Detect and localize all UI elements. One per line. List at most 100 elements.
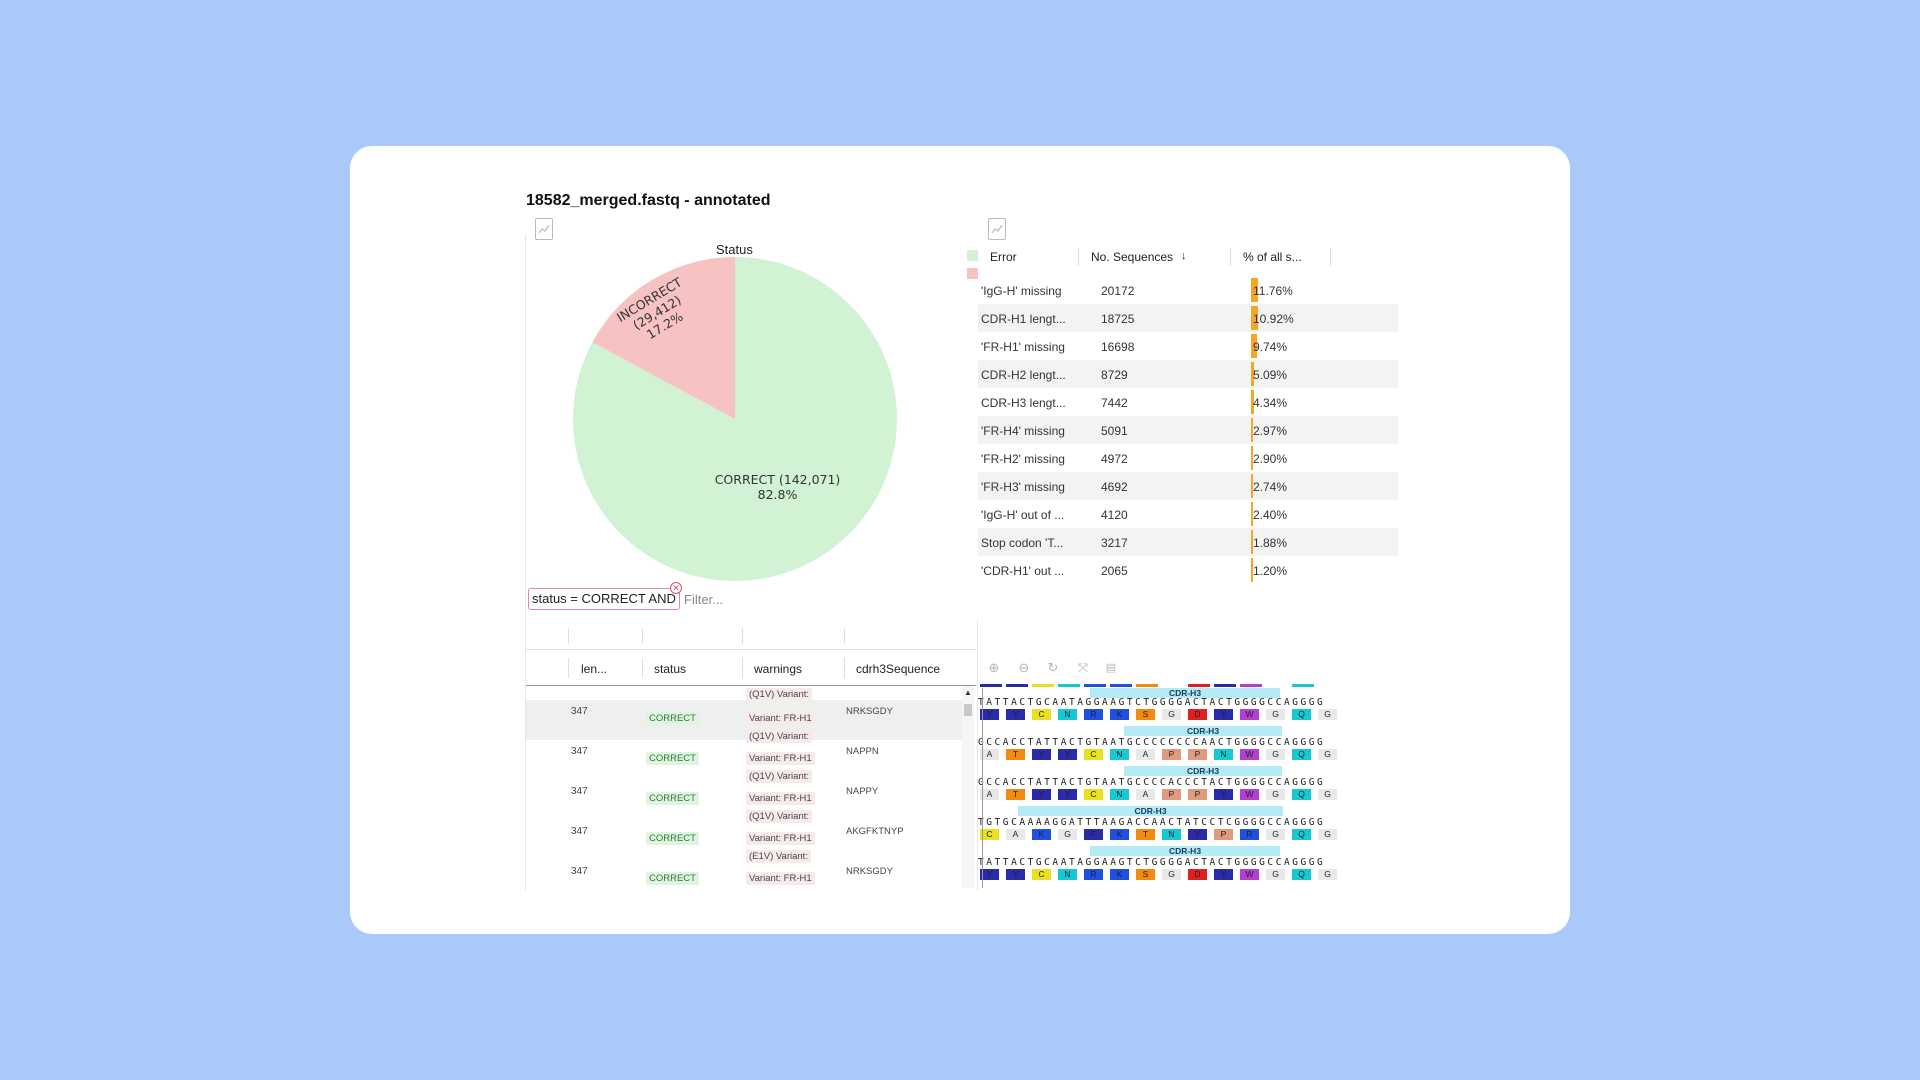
amino-acid: Y bbox=[1058, 749, 1077, 760]
header-status[interactable]: status bbox=[654, 662, 687, 676]
error-row[interactable]: 'FR-H1' missing 16698 9.74% bbox=[978, 332, 1398, 360]
error-row[interactable]: CDR-H3 lengt... 7442 4.34% bbox=[978, 388, 1398, 416]
header-error[interactable]: Error bbox=[990, 250, 1017, 264]
error-row[interactable]: 'FR-H3' missing 4692 2.74% bbox=[978, 472, 1398, 500]
alignment-row[interactable]: CDR-H3 TGTGCAAAAGGATTTAAGACCAACTATCCTCGGG… bbox=[978, 806, 1398, 846]
amino-acid: N bbox=[1214, 749, 1233, 760]
error-percent-cell: 10.92% bbox=[1251, 306, 1341, 330]
error-percent: 4.34% bbox=[1253, 396, 1288, 410]
table-export-icon[interactable] bbox=[988, 218, 1006, 240]
amino-acid: K bbox=[1110, 709, 1129, 720]
error-name: 'FR-H2' missing bbox=[981, 452, 1065, 466]
aa-strip bbox=[1084, 684, 1106, 687]
error-percent: 9.74% bbox=[1253, 340, 1288, 354]
aa-strip bbox=[1266, 684, 1288, 687]
aa-strip bbox=[1110, 684, 1132, 687]
remove-filter-icon[interactable]: ✕ bbox=[670, 582, 682, 594]
amino-acid: R bbox=[1084, 709, 1103, 720]
alignment-viewer[interactable]: ⊕ ⊖ ↻ ⤧ ▤ CDR-H3 TATTACTGCAATAGGAAGTCTGGG… bbox=[978, 656, 1398, 888]
warning-chip: (Q1V) Variant: bbox=[746, 770, 813, 783]
error-row[interactable]: CDR-H2 lengt... 8729 5.09% bbox=[978, 360, 1398, 388]
error-row[interactable]: CDR-H1 lengt... 18725 10.92% bbox=[978, 304, 1398, 332]
amino-acid: R bbox=[1084, 869, 1103, 880]
amino-acid: K bbox=[1110, 829, 1129, 840]
sort-desc-icon[interactable]: ↓ bbox=[1181, 250, 1187, 262]
status-pie-chart[interactable] bbox=[570, 254, 900, 584]
table-row[interactable]: 347 CORRECT Variant: FR-H1 (Q1V) Variant: NA… bbox=[526, 780, 962, 823]
error-count: 8729 bbox=[1101, 368, 1128, 382]
cell-cdrh3: NRKSGDY bbox=[846, 706, 893, 717]
alignment-row[interactable]: CDR-H3 GCCACCTATTACTGTAATGCCCCCCCCAACTGGG… bbox=[978, 726, 1398, 766]
error-row[interactable]: 'IgG-H' missing 20172 11.76% bbox=[978, 276, 1398, 304]
amino-acid: D bbox=[1188, 709, 1207, 720]
error-name: CDR-H3 lengt... bbox=[981, 396, 1066, 410]
error-row[interactable]: 'FR-H4' missing 5091 2.97% bbox=[978, 416, 1398, 444]
amino-acid: N bbox=[1162, 829, 1181, 840]
status-badge: CORRECT bbox=[646, 832, 699, 845]
amino-acid: G bbox=[1058, 829, 1077, 840]
alignment-row[interactable]: CDR-H3 TATTACTGCAATAGGAAGTCTGGGGACTACTGGG… bbox=[978, 684, 1398, 726]
amino-acid: Q bbox=[1292, 869, 1311, 880]
alignment-row[interactable]: CDR-H3 TATTACTGCAATAGGAAGTCTGGGGACTACTGGG… bbox=[978, 846, 1398, 886]
alignment-row[interactable]: CDR-H3 GCCACCTATTACTGTAATGCCCCACCCTACTGGG… bbox=[978, 766, 1398, 806]
amino-acid: A bbox=[980, 789, 999, 800]
amino-acid: T bbox=[1006, 789, 1025, 800]
amino-acid: F bbox=[1084, 829, 1103, 840]
nucleotide-sequence: TATTACTGCAATAGGAAGTCTGGGGACTACTGGGGCCAGG… bbox=[978, 697, 1326, 708]
error-percent-bar bbox=[1251, 390, 1254, 414]
zoom-in-icon[interactable]: ⊕ bbox=[988, 660, 1000, 675]
table-scrollbar[interactable]: ▲ bbox=[962, 686, 974, 888]
error-count: 20172 bbox=[1101, 284, 1135, 298]
amino-acid: T bbox=[1136, 829, 1155, 840]
alignment-cursor bbox=[982, 688, 983, 888]
amino-acid: P bbox=[1162, 749, 1181, 760]
scroll-up-icon[interactable]: ▲ bbox=[964, 688, 972, 697]
error-percent-cell: 4.34% bbox=[1251, 390, 1341, 414]
error-percent: 11.76% bbox=[1253, 284, 1293, 298]
zoom-out-icon[interactable]: ⊖ bbox=[1018, 660, 1030, 675]
error-name: CDR-H2 lengt... bbox=[981, 368, 1066, 382]
header-warnings[interactable]: warnings bbox=[754, 662, 803, 676]
error-row[interactable]: 'FR-H2' missing 4972 2.90% bbox=[978, 444, 1398, 472]
header-no-sequences[interactable]: No. Sequences bbox=[1091, 250, 1174, 264]
amino-acid: K bbox=[1032, 829, 1051, 840]
filter-input[interactable] bbox=[684, 588, 944, 610]
error-row[interactable]: 'CDR-H1' out ... 2065 1.20% bbox=[978, 556, 1398, 584]
error-percent: 2.97% bbox=[1253, 424, 1288, 438]
chart-export-icon[interactable] bbox=[535, 218, 553, 240]
aa-strip bbox=[1006, 684, 1028, 687]
aa-strip bbox=[1240, 684, 1262, 687]
export-icon[interactable]: ▤ bbox=[1105, 662, 1117, 674]
error-percent-bar bbox=[1251, 278, 1259, 302]
amino-acid: P bbox=[1188, 749, 1207, 760]
table-row[interactable]: 347 CORRECT Variant: FR-H1 (E1V) Variant: AK… bbox=[526, 820, 962, 863]
amino-acid: Y bbox=[1058, 789, 1077, 800]
error-percent-bar bbox=[1251, 530, 1253, 554]
fit-icon[interactable]: ⤧ bbox=[1077, 660, 1089, 675]
error-percent: 10.92% bbox=[1253, 312, 1294, 326]
warning-chip: (Q1V) Variant: bbox=[746, 688, 813, 701]
error-row[interactable]: 'IgG-H' out of ... 4120 2.40% bbox=[978, 500, 1398, 528]
header-cdrh3[interactable]: cdrh3Sequence bbox=[856, 662, 941, 676]
header-length[interactable]: len... bbox=[581, 662, 608, 676]
sequence-table-header: len... status warnings cdrh3Sequence bbox=[526, 650, 976, 686]
error-percent-bar bbox=[1251, 418, 1253, 442]
error-percent-bar bbox=[1251, 362, 1255, 386]
cdr-h3-tag: CDR-H3 bbox=[1090, 688, 1280, 698]
scroll-thumb[interactable] bbox=[964, 704, 972, 716]
table-row-partial[interactable]: (Q1V) Variant: bbox=[526, 686, 962, 701]
status-badge: CORRECT bbox=[646, 872, 699, 885]
error-percent-cell: 2.74% bbox=[1251, 474, 1341, 498]
amino-acid: S bbox=[1136, 709, 1155, 720]
amino-acid: N bbox=[1058, 709, 1077, 720]
filter-pill[interactable]: status = CORRECT AND bbox=[528, 588, 680, 610]
amino-acid: Q bbox=[1292, 829, 1311, 840]
amino-acid: N bbox=[1110, 749, 1129, 760]
header-percent[interactable]: % of all s... bbox=[1243, 250, 1302, 264]
error-row[interactable]: Stop codon 'T... 3217 1.88% bbox=[978, 528, 1398, 556]
reset-icon[interactable]: ↻ bbox=[1047, 660, 1059, 675]
error-count: 3217 bbox=[1101, 536, 1128, 550]
table-row[interactable]: 347 CORRECT Variant: FR-H1 (Q1V) Variant: NA… bbox=[526, 740, 962, 783]
